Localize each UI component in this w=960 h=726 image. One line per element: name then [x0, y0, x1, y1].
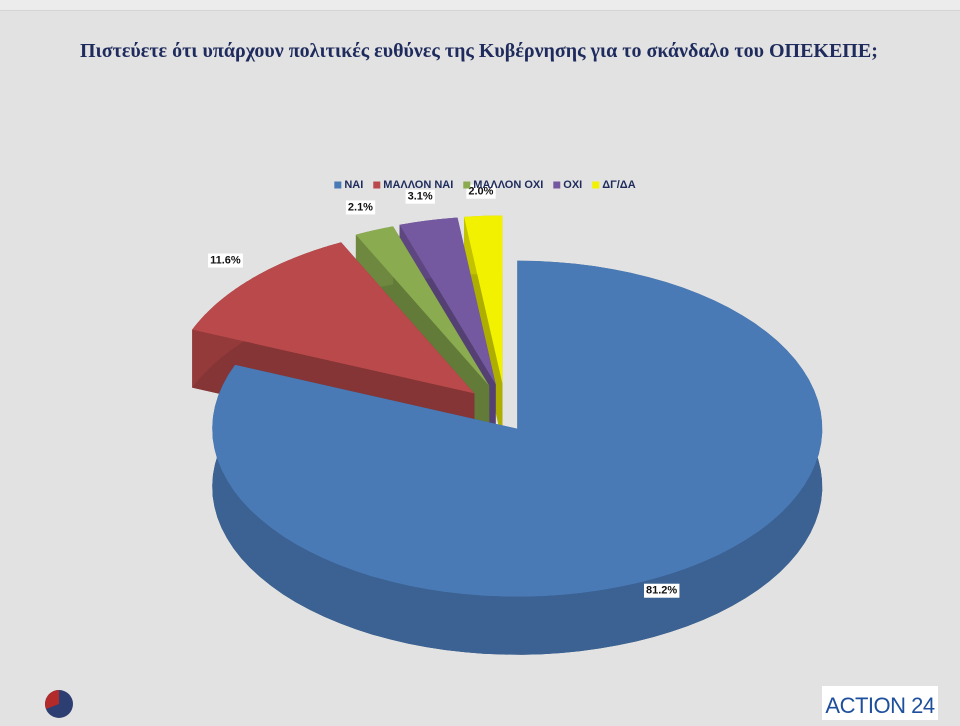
slice-top [212, 260, 823, 597]
corner-logo-part [45, 690, 59, 709]
data-label-bg [208, 253, 243, 268]
pie-slice [212, 260, 823, 655]
chart-title: Πιστεύετε ότι υπάρχουν πολιτικές ευθύνες… [80, 40, 878, 62]
data-label: 3.1% [408, 191, 433, 203]
legend-label: ΜΑΛΛΟΝ ΝΑΙ [383, 179, 453, 191]
data-label-bg [405, 189, 435, 204]
data-label: 2.1% [348, 201, 373, 213]
data-label: 2.0% [468, 186, 493, 198]
data-label-bg [466, 184, 496, 199]
data-label: 81.2% [646, 585, 677, 597]
legend-label: ΜΑΛΛΟΝ ΟΧΙ [473, 179, 543, 191]
data-label-bg [644, 583, 680, 598]
legend-label: ΝΑΙ [344, 179, 363, 191]
slice-top [192, 242, 475, 394]
legend-swatch [463, 181, 471, 189]
legend-swatch [553, 181, 561, 189]
channel-logo: ACTION 24 [822, 686, 938, 720]
data-label-bg [345, 200, 376, 215]
legend-label: ΔΓ/ΔΑ [602, 179, 635, 191]
legend-swatch [592, 181, 600, 189]
legend-swatch [373, 181, 381, 189]
top-strip [0, 0, 960, 11]
slice-top [355, 226, 490, 386]
legend-label: ΟΧΙ [563, 179, 582, 191]
slice-top [399, 217, 496, 385]
slice-top [464, 215, 503, 384]
legend-swatch [334, 181, 342, 189]
data-label: 11.6% [210, 255, 241, 267]
